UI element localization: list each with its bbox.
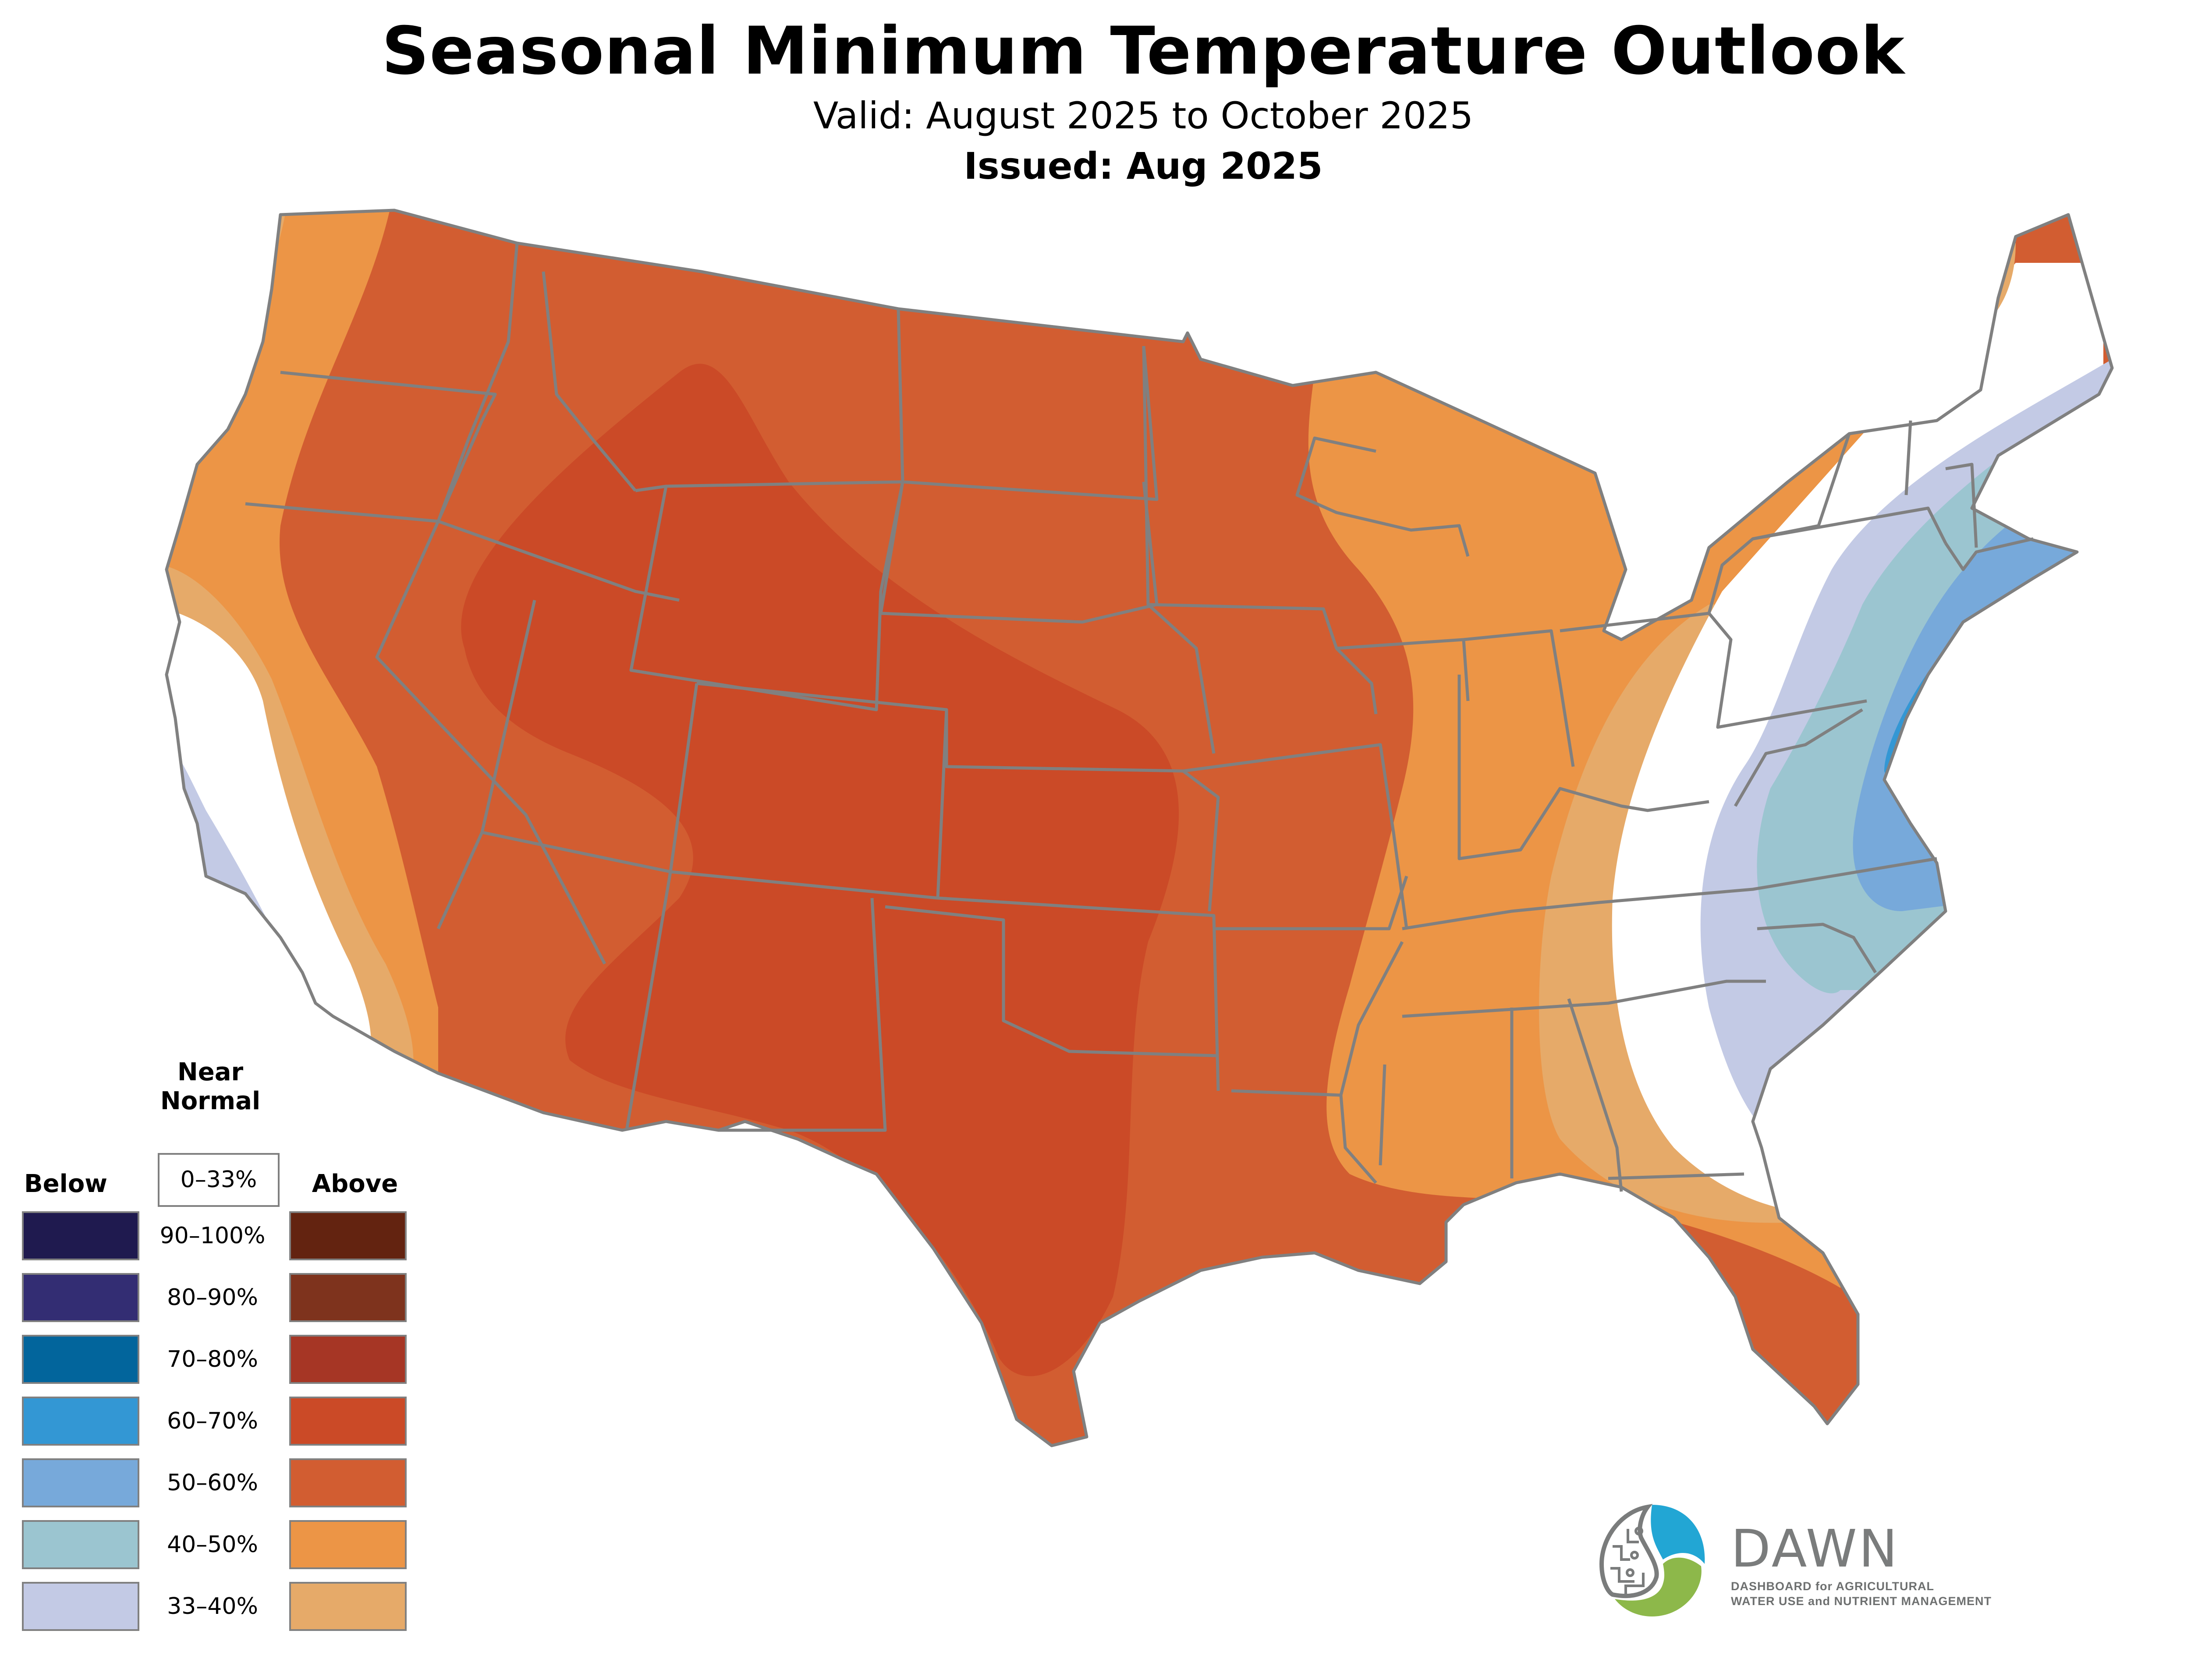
- legend-swatch-below: [22, 1211, 139, 1260]
- legend-row: 33–40%: [0, 1582, 438, 1634]
- valid-period: Valid: August 2025 to October 2025: [813, 94, 1474, 137]
- legend-swatch-above: [289, 1211, 407, 1260]
- legend-swatch-above: [289, 1335, 407, 1384]
- dawn-wordmark: DAWN: [1731, 1518, 1900, 1579]
- legend-row: 80–90%: [0, 1273, 438, 1326]
- legend-normal-word: Normal: [160, 1087, 261, 1115]
- map-title: Seasonal Minimum Temperature Outlook: [382, 13, 1905, 89]
- legend-swatch-below: [22, 1582, 139, 1631]
- dawn-tagline-2: WATER USE and NUTRIENT MANAGEMENT: [1731, 1595, 1992, 1608]
- legend-swatch-above: [289, 1397, 407, 1446]
- legend-below-heading: Below: [24, 1170, 108, 1198]
- legend-range-label: 60–70%: [167, 1408, 258, 1434]
- dawn-logo: DAWN DASHBOARD for AGRICULTURAL WATER US…: [1586, 1494, 2068, 1634]
- legend-row: 90–100%: [0, 1211, 438, 1264]
- legend-range-label: 33–40%: [167, 1593, 258, 1620]
- legend-swatch-above: [289, 1458, 407, 1507]
- legend-swatch-below: [22, 1397, 139, 1446]
- legend-range-label: 90–100%: [160, 1223, 266, 1249]
- legend-row: 50–60%: [0, 1458, 438, 1511]
- dawn-tagline-1: DASHBOARD for AGRICULTURAL: [1731, 1580, 1934, 1593]
- zone-below-33-40-east: [1700, 359, 2112, 1139]
- legend-near-word: Near: [177, 1058, 244, 1086]
- legend-near-normal-range: 0–33%: [158, 1153, 280, 1207]
- legend-swatch-above: [289, 1273, 407, 1322]
- legend-swatch-below: [22, 1273, 139, 1322]
- state-borders: [165, 209, 2114, 1447]
- legend-range-label: 80–90%: [167, 1284, 258, 1311]
- issued-date: Issued: Aug 2025: [964, 145, 1323, 187]
- legend-range-label: 50–60%: [167, 1470, 258, 1496]
- legend-swatch-below: [22, 1458, 139, 1507]
- legend-swatch-above: [289, 1520, 407, 1569]
- legend-swatch-below: [22, 1520, 139, 1569]
- us-outline: [165, 209, 2114, 1447]
- legend-range-label: 40–50%: [167, 1531, 258, 1558]
- legend-row: 40–50%: [0, 1520, 438, 1573]
- legend-row: 60–70%: [0, 1397, 438, 1449]
- legend-swatch-above: [289, 1582, 407, 1631]
- legend: Near Normal 0–33% Below Above 90–100% 80–…: [0, 1043, 438, 1656]
- legend-above-heading: Above: [312, 1170, 398, 1198]
- legend-range-label: 70–80%: [167, 1346, 258, 1372]
- legend-near-normal-heading: Near Normal: [145, 1058, 276, 1116]
- legend-swatch-below: [22, 1335, 139, 1384]
- legend-row: 70–80%: [0, 1335, 438, 1387]
- dawn-logo-icon: [1599, 1504, 1705, 1616]
